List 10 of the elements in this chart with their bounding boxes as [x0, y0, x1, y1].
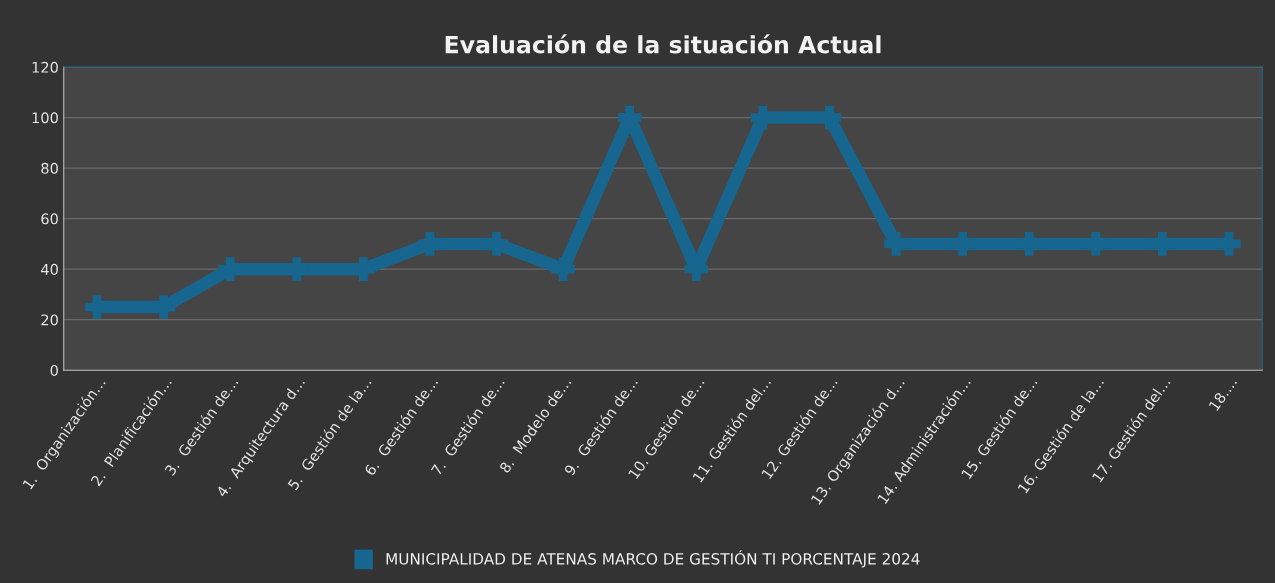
chart-title: Evaluación de la situación Actual [445, 34, 881, 54]
y-tick-label: 120 [32, 61, 58, 73]
y-tick-label: 80 [41, 162, 58, 174]
y-tick-label: 60 [41, 213, 58, 225]
y-tick-label: 100 [32, 112, 58, 124]
y-tick-label: 0 [50, 364, 58, 376]
y-tick-label: 40 [41, 263, 58, 275]
y-tick-label: 20 [41, 314, 58, 326]
point [551, 257, 575, 281]
legend-label: MUNICIPALIDAD DE ATENAS MARCO DE GESTIÓN TI PORCENTAJE 2024 [386, 550, 920, 568]
